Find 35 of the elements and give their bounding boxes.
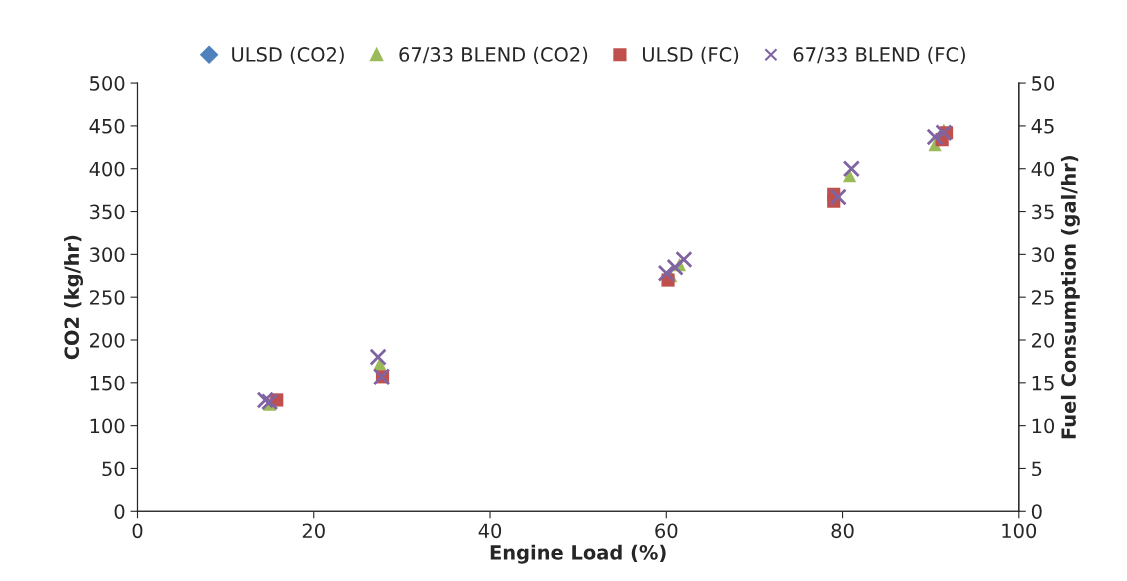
y-tick-label: 350 [90, 204, 125, 220]
y2-tick-label: 25 [1032, 290, 1054, 305]
y2-tick-label: 20 [1032, 332, 1055, 348]
y2-tick-label: 10 [1032, 418, 1055, 434]
legend-label: 67/33 BLEND (FC) [793, 46, 965, 65]
x-tick-label: 20 [302, 523, 325, 539]
x-tick-label: 40 [478, 523, 502, 539]
y2-tick-label: 45 [1031, 119, 1054, 134]
legend-label: 67/33 BLEND (CO2) [399, 46, 588, 65]
y-tick-label: 400 [89, 161, 125, 177]
y-tick-label: 450 [89, 118, 125, 134]
y-tick-label: 500 [90, 76, 125, 91]
x-tick-label: 60 [655, 523, 678, 539]
y2-tick-label: 0 [1031, 504, 1042, 519]
y-tick-label: 100 [90, 418, 125, 434]
y2-tick-label: 15 [1032, 376, 1054, 391]
y-tick-label: 300 [90, 247, 125, 263]
y2-tick-label: 50 [1032, 76, 1055, 91]
legend-label: ULSD (FC) [643, 46, 739, 65]
y-axis-title: CO2 (kg/hr) [64, 235, 84, 360]
x-tick-label: 100 [1002, 523, 1037, 539]
y-tick-label: 50 [102, 461, 125, 477]
y-tick-label: 150 [90, 375, 125, 391]
y-tick-label: 200 [90, 332, 125, 348]
x-tick-label: 80 [831, 523, 854, 539]
y2-axis-title: Fuel Consumption (gal/hr) [1060, 155, 1080, 439]
y2-tick-label: 5 [1032, 461, 1042, 477]
x-tick-label: 0 [132, 523, 143, 539]
y-tick-label: 0 [114, 504, 125, 519]
y-tick-label: 250 [90, 290, 125, 305]
y2-tick-label: 30 [1032, 247, 1055, 263]
x-axis-title: Engine Load (%) [490, 544, 666, 564]
y2-tick-label: 35 [1032, 204, 1054, 220]
legend-label: ULSD (CO2) [232, 46, 344, 65]
y2-tick-label: 40 [1031, 161, 1055, 177]
